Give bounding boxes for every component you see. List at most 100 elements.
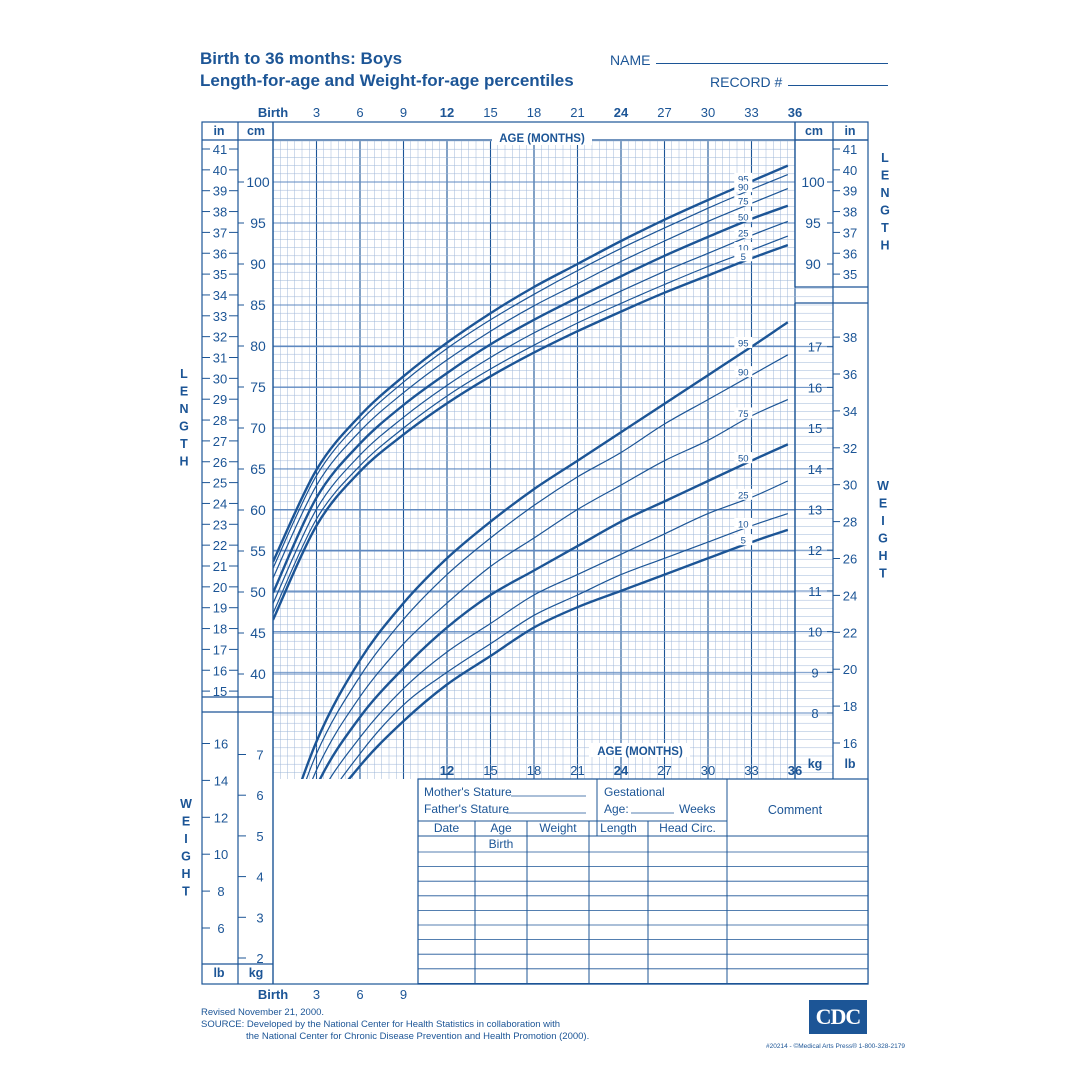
weight-percentile-label-p5: 5 xyxy=(741,536,746,547)
weight-label-bg-p10 xyxy=(734,517,753,529)
age-tick-bottom-left: Birth xyxy=(258,987,288,1002)
length-side-label-left: L xyxy=(180,367,188,381)
cm-tick-label-left: 60 xyxy=(250,502,266,518)
record-column-header: Head Circ. xyxy=(659,821,716,835)
cm-tick-label-left: 80 xyxy=(250,338,266,354)
age-tick-top: 36 xyxy=(788,105,802,120)
length-side-label-right: T xyxy=(881,221,889,235)
cm-tick-label-left: 85 xyxy=(250,297,266,313)
lb-tick-label-left: 10 xyxy=(214,847,228,862)
age-tick-bottom: 36 xyxy=(788,763,802,778)
in-tick-label-left: 27 xyxy=(213,434,227,449)
weight-side-label-right: H xyxy=(878,549,887,563)
lb-tick-label-left: 8 xyxy=(217,884,224,899)
length-label-bg-p95 xyxy=(734,172,753,184)
lb-tick-label-right: 24 xyxy=(843,588,857,603)
lb-tick-label-left: 12 xyxy=(214,810,228,825)
comment-header: Comment xyxy=(768,803,823,817)
length-side-label-left: G xyxy=(179,420,189,434)
weight-curve-p75 xyxy=(273,399,789,889)
kg-tick-label-right: 12 xyxy=(808,543,822,558)
in-tick-label-right: 41 xyxy=(843,142,857,157)
gestational-label: Gestational xyxy=(604,785,665,799)
name-label: NAME xyxy=(610,52,651,68)
lb-tick-label-right: 30 xyxy=(843,478,857,493)
lb-tick-label-right: 36 xyxy=(843,367,857,382)
lb-tick-label-right: 18 xyxy=(843,699,857,714)
in-tick-label-left: 31 xyxy=(213,351,227,366)
cm-tick-label-left: 75 xyxy=(250,379,266,395)
age-tick-top: 27 xyxy=(657,105,671,120)
age-tick-bottom: 33 xyxy=(744,763,758,778)
in-tick-label-right: 35 xyxy=(843,267,857,282)
lb-tick-label-right: 28 xyxy=(843,515,857,530)
kg-tick-label-left: 7 xyxy=(256,748,263,763)
lb-tick-label-right: 26 xyxy=(843,552,857,567)
age-label-bg-top xyxy=(492,131,592,145)
cm-unit-label-right: cm xyxy=(805,124,823,138)
age-tick-top: 21 xyxy=(570,105,584,120)
age-tick-top: 33 xyxy=(744,105,758,120)
cm-tick-label-right: 100 xyxy=(801,174,825,190)
in-tick-label-left: 25 xyxy=(213,476,227,491)
in-tick-label-left: 22 xyxy=(213,538,227,553)
weight-curve-p90 xyxy=(273,354,789,877)
lb-tick-label-right: 34 xyxy=(843,404,857,419)
length-curve-p25 xyxy=(273,220,789,604)
weight-curve-p95 xyxy=(273,321,789,865)
kg-tick-label-right: 15 xyxy=(808,421,822,436)
length-curve-p75 xyxy=(273,188,789,579)
length-curve-p10 xyxy=(273,235,789,614)
age-tick-bottom-left: 6 xyxy=(356,987,363,1002)
cm-tick-label-left: 65 xyxy=(250,461,266,477)
fathers-stature-label: Father's Stature xyxy=(424,802,509,816)
publisher-note: #20214 - ©Medical Arts Press® 1-800-328-… xyxy=(766,1043,905,1050)
kg-tick-label-right: 10 xyxy=(808,625,822,640)
weight-side-label-right: I xyxy=(881,514,884,528)
record-label: RECORD # xyxy=(710,74,783,90)
weeks-label: Weeks xyxy=(679,802,715,816)
length-side-label-left: T xyxy=(180,437,188,451)
in-tick-label-right: 40 xyxy=(843,163,857,178)
in-tick-label-left: 28 xyxy=(213,413,227,428)
weight-side-label-left: T xyxy=(182,885,190,899)
in-unit-label-right: in xyxy=(844,124,855,138)
weight-curve-p50 xyxy=(273,443,789,901)
weight-side-label-right: T xyxy=(879,567,887,581)
weight-side-label-left: I xyxy=(184,832,187,846)
weight-side-label-left: G xyxy=(181,850,191,864)
length-percentile-label-p75: 75 xyxy=(738,197,749,208)
age-tick-top: Birth xyxy=(258,105,288,120)
weight-side-label-left: H xyxy=(181,867,190,881)
age-tick-bottom: 15 xyxy=(483,763,497,778)
weight-percentile-label-p10: 10 xyxy=(738,519,749,530)
lb-unit-label-left: lb xyxy=(213,966,224,980)
kg-tick-label-right: 8 xyxy=(811,706,818,721)
in-tick-label-left: 35 xyxy=(213,267,227,282)
in-tick-label-left: 24 xyxy=(213,496,227,511)
in-tick-label-left: 23 xyxy=(213,517,227,532)
record-field[interactable] xyxy=(788,85,888,86)
length-side-label-left: N xyxy=(179,402,188,416)
length-side-label-right: L xyxy=(881,151,889,165)
name-field[interactable] xyxy=(656,63,888,64)
age-tick-top: 6 xyxy=(356,105,363,120)
weight-label-bg-p90 xyxy=(734,366,753,378)
weight-side-label-right: G xyxy=(878,532,888,546)
age-tick-bottom: 12 xyxy=(440,763,454,778)
weight-percentile-label-p95: 95 xyxy=(738,339,749,350)
age-tick-top: 30 xyxy=(701,105,715,120)
age-tick-bottom: 18 xyxy=(527,763,541,778)
age-tick-top: 12 xyxy=(440,105,454,120)
length-percentile-label-p95: 95 xyxy=(738,174,749,185)
in-tick-label-left: 19 xyxy=(213,601,227,616)
in-tick-label-left: 33 xyxy=(213,309,227,324)
in-tick-label-right: 37 xyxy=(843,225,857,240)
cm-tick-label-right: 95 xyxy=(805,215,821,231)
length-curve-p90 xyxy=(273,174,789,569)
chart-title-line1: Birth to 36 months: Boys xyxy=(200,49,403,68)
lb-tick-label-right: 16 xyxy=(843,736,857,751)
kg-unit-label-left: kg xyxy=(249,966,264,980)
cm-tick-label-right: 90 xyxy=(805,256,821,272)
in-tick-label-left: 37 xyxy=(213,225,227,240)
